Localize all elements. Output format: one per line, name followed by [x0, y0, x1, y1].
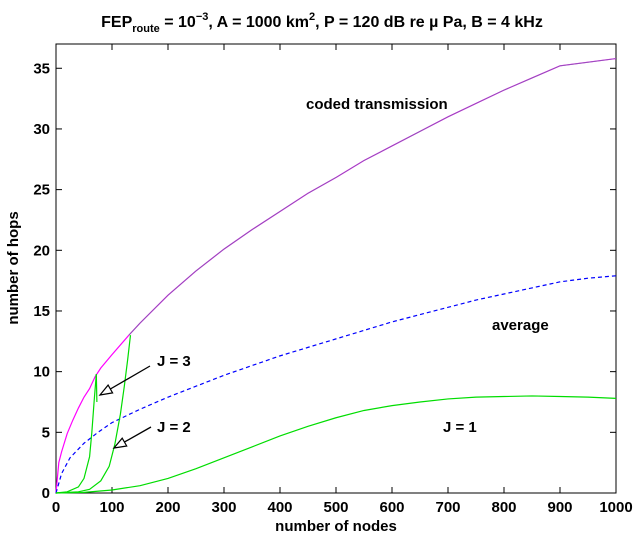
x-tick-label: 500 [323, 499, 348, 516]
svg-text:FEProute = 10−3, A = 1000 km2,: FEProute = 10−3, A = 1000 km2, P = 120 d… [101, 11, 543, 35]
y-tick-label: 5 [42, 424, 50, 441]
title-area: , A = 1000 km [208, 14, 309, 31]
x-tick-label: 900 [547, 499, 572, 516]
x-tick-label: 600 [379, 499, 404, 516]
series-line-J-4 [55, 335, 132, 494]
y-axis-label: number of hops [5, 211, 22, 324]
x-tick-label: 100 [99, 499, 124, 516]
title-subscript: route [132, 23, 160, 35]
y-tick-label: 35 [33, 60, 50, 77]
title-eq: = 10 [160, 14, 196, 31]
title-rest: , P = 120 dB re µ Pa, B = 4 kHz [315, 14, 543, 31]
arrow-j3-head [98, 384, 114, 396]
x-tick-label: 800 [491, 499, 516, 516]
series-line-coded-0 [55, 57, 617, 494]
x-axis-label: number of nodes [275, 518, 397, 535]
y-tick-label: 30 [33, 121, 50, 138]
series-line-coded-overlay [128, 58, 617, 336]
annotation-arrows [98, 365, 152, 449]
label-coded-transmission: coded transmission [306, 96, 448, 113]
label-average: average [492, 317, 549, 334]
axis-ticks: 0 100 200 300 400 500 600 700 800 900 1000 0 5 10 15 20… [33, 44, 633, 516]
y-tick-label: 25 [33, 182, 50, 199]
x-tick-label: 0 [52, 499, 60, 516]
y-tick-label: 15 [33, 303, 50, 320]
series-line-J-3 [95, 374, 98, 403]
title-area-exp: 2 [309, 11, 315, 23]
label-j1: J = 1 [443, 419, 477, 436]
series-line-J-2 [55, 374, 97, 494]
x-tick-label: 200 [155, 499, 180, 516]
title-exponent: −3 [196, 11, 209, 23]
x-tick-label: 700 [435, 499, 460, 516]
x-tick-label: 1000 [599, 499, 632, 516]
y-tick-label: 20 [33, 242, 50, 259]
x-tick-label: 400 [267, 499, 292, 516]
series-group [55, 57, 617, 494]
arrow-j3 [98, 365, 151, 396]
arrow-j2 [112, 426, 152, 449]
label-j2: J = 2 [157, 419, 191, 436]
label-j3: J = 3 [157, 353, 191, 370]
chart-title: FEProute = 10−3, A = 1000 km2, P = 120 d… [101, 11, 543, 35]
series-line-J-5 [55, 395, 617, 494]
x-tick-label: 300 [211, 499, 236, 516]
series-line-average-1 [55, 275, 617, 494]
arrow-j2-head [112, 437, 128, 449]
y-tick-label: 0 [42, 485, 50, 502]
title-prefix: FEP [101, 14, 132, 31]
y-tick-label: 10 [33, 364, 50, 381]
